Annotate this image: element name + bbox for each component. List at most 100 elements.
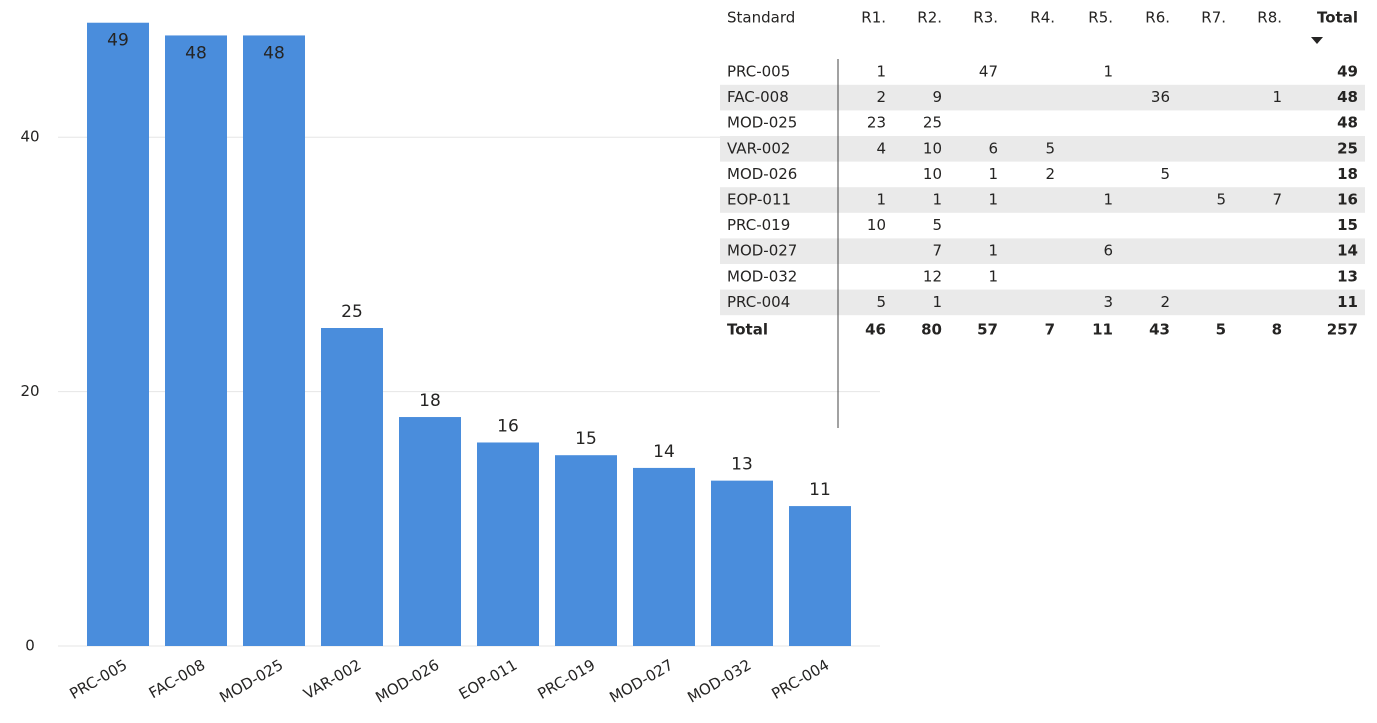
- cell: 9: [932, 88, 942, 106]
- value-label: 18: [419, 391, 441, 411]
- value-label: 14: [653, 442, 675, 462]
- value-label: 48: [263, 43, 285, 63]
- cell: 16: [1337, 191, 1358, 209]
- row-label: FAC-008: [727, 88, 789, 106]
- cell: 1: [988, 267, 998, 285]
- cell: 1: [988, 242, 998, 260]
- total-cell: 46: [865, 321, 886, 339]
- cell: 36: [1151, 88, 1170, 106]
- column-header: R2.: [917, 9, 942, 27]
- column-header: R1.: [861, 9, 886, 27]
- cell: 1: [876, 191, 886, 209]
- cell: 48: [1337, 114, 1358, 132]
- x-tick-label: MOD-032: [684, 656, 754, 707]
- cell: 12: [923, 267, 942, 285]
- cell: 1: [988, 165, 998, 183]
- cell: 15: [1337, 216, 1358, 234]
- total-cell: 257: [1327, 321, 1358, 339]
- cell: 18: [1337, 165, 1358, 183]
- row-label: PRC-005: [727, 63, 790, 81]
- cell: 11: [1337, 293, 1358, 311]
- cell: 1: [932, 293, 942, 311]
- column-header: R6.: [1145, 9, 1170, 27]
- cell: 3: [1103, 293, 1113, 311]
- x-tick-label: PRC-004: [768, 656, 832, 703]
- cell: 10: [923, 165, 942, 183]
- y-tick-label: 0: [25, 637, 35, 655]
- cell: 4: [876, 139, 886, 157]
- total-cell: 8: [1272, 321, 1282, 339]
- bar: [87, 22, 149, 647]
- value-label: 11: [809, 480, 831, 500]
- bar: [321, 328, 383, 646]
- total-cell: 57: [977, 321, 998, 339]
- cell: 1: [1272, 88, 1282, 106]
- sort-arrow: [1311, 37, 1323, 44]
- cell: 1: [988, 191, 998, 209]
- value-label: 15: [575, 429, 597, 449]
- row-label: MOD-025: [727, 114, 797, 132]
- column-header: R8.: [1257, 9, 1282, 27]
- x-tick-label: PRC-005: [66, 656, 130, 703]
- x-tick-label: VAR-002: [300, 656, 364, 703]
- row-label: MOD-032: [727, 267, 797, 285]
- cell: 1: [876, 63, 886, 81]
- cell: 1: [932, 191, 942, 209]
- value-label: 49: [107, 31, 129, 51]
- row-band: [720, 84, 1365, 111]
- row-band: [720, 289, 1365, 316]
- row-label: EOP-011: [727, 191, 791, 209]
- cell: 2: [1045, 165, 1055, 183]
- cell: 7: [1272, 191, 1282, 209]
- cell: 2: [1160, 293, 1170, 311]
- value-label: 16: [497, 416, 519, 436]
- bar: [243, 35, 305, 646]
- column-header: R5.: [1088, 9, 1113, 27]
- value-label: 13: [731, 455, 753, 475]
- cell: 10: [923, 139, 942, 157]
- total-label: Total: [727, 321, 768, 339]
- cell: 5: [876, 293, 886, 311]
- bar: [633, 467, 695, 646]
- cell: 7: [932, 242, 942, 260]
- x-tick-label: PRC-019: [534, 656, 598, 703]
- bar: [399, 417, 461, 646]
- bar: [711, 480, 773, 646]
- row-label: MOD-027: [727, 242, 797, 260]
- x-tick-label: MOD-026: [372, 656, 442, 707]
- cell: 1: [1103, 191, 1113, 209]
- cell: 5: [932, 216, 942, 234]
- value-label: 48: [185, 43, 207, 63]
- row-label: MOD-026: [727, 165, 797, 183]
- value-label: 25: [341, 302, 363, 322]
- x-tick-label: FAC-008: [146, 656, 208, 702]
- total-cell: 43: [1149, 321, 1170, 339]
- bar: [165, 35, 227, 646]
- cell: 49: [1337, 63, 1358, 81]
- x-tick-label: MOD-025: [216, 656, 286, 707]
- column-header: Total: [1317, 9, 1358, 27]
- cell: 25: [1337, 139, 1358, 157]
- cell: 2: [876, 88, 886, 106]
- y-tick-label: 40: [20, 128, 39, 146]
- x-tick-label: MOD-027: [606, 656, 676, 707]
- cell: 1: [1103, 63, 1113, 81]
- row-label: PRC-004: [727, 293, 790, 311]
- cell: 6: [1103, 242, 1113, 260]
- row-band: [720, 136, 1365, 162]
- bar: [477, 442, 539, 646]
- column-header: Standard: [727, 9, 795, 27]
- cell: 10: [867, 216, 886, 234]
- cell: 14: [1337, 242, 1358, 260]
- x-tick-label: EOP-011: [456, 656, 520, 704]
- column-header: R7.: [1201, 9, 1226, 27]
- y-tick-label: 20: [20, 382, 39, 400]
- row-label: VAR-002: [727, 139, 790, 157]
- cell: 6: [988, 139, 998, 157]
- cell: 5: [1160, 165, 1170, 183]
- cell: 25: [923, 114, 942, 132]
- total-cell: 80: [921, 321, 942, 339]
- total-cell: 5: [1216, 321, 1226, 339]
- total-cell: 11: [1092, 321, 1113, 339]
